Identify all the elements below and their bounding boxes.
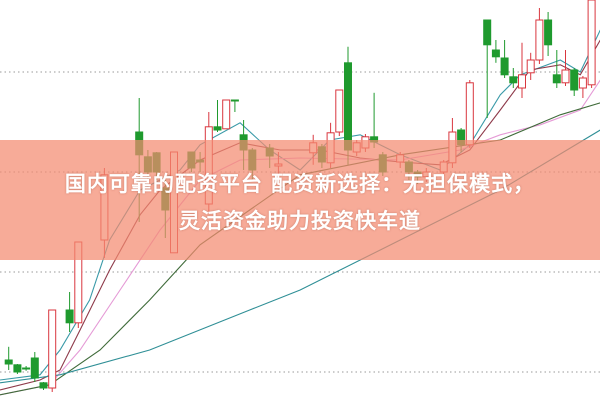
candle-body — [544, 19, 553, 46]
candle-body — [483, 19, 492, 46]
candle-body — [39, 382, 48, 389]
candle-body — [561, 69, 570, 84]
candle-body — [222, 99, 231, 130]
candle-body — [526, 59, 535, 74]
candle-body — [552, 74, 561, 84]
candle-body — [518, 74, 526, 89]
candle-body — [13, 364, 22, 373]
candle-body — [48, 309, 57, 389]
candle-body — [578, 77, 587, 89]
candle-body — [213, 126, 222, 131]
candle-body — [535, 19, 544, 61]
candle-body — [344, 62, 352, 151]
candle-body — [230, 99, 239, 102]
candle-body — [465, 82, 474, 146]
candle-body — [65, 309, 74, 324]
candle-body — [500, 57, 509, 76]
candle-body — [587, 0, 596, 86]
candle-body — [509, 76, 518, 84]
headline-line-2: 灵活资金助力投资快车道 — [179, 209, 421, 233]
candle-body — [491, 49, 500, 58]
candle-body — [335, 89, 344, 133]
headline-line-1: 国内可靠的配资平台 配资新选择：无担保模式， — [64, 172, 536, 196]
candle-body — [570, 69, 579, 91]
headline-banner — [0, 140, 600, 260]
candle-body — [22, 367, 31, 370]
candle-body — [4, 359, 13, 365]
candle-body — [30, 357, 39, 379]
